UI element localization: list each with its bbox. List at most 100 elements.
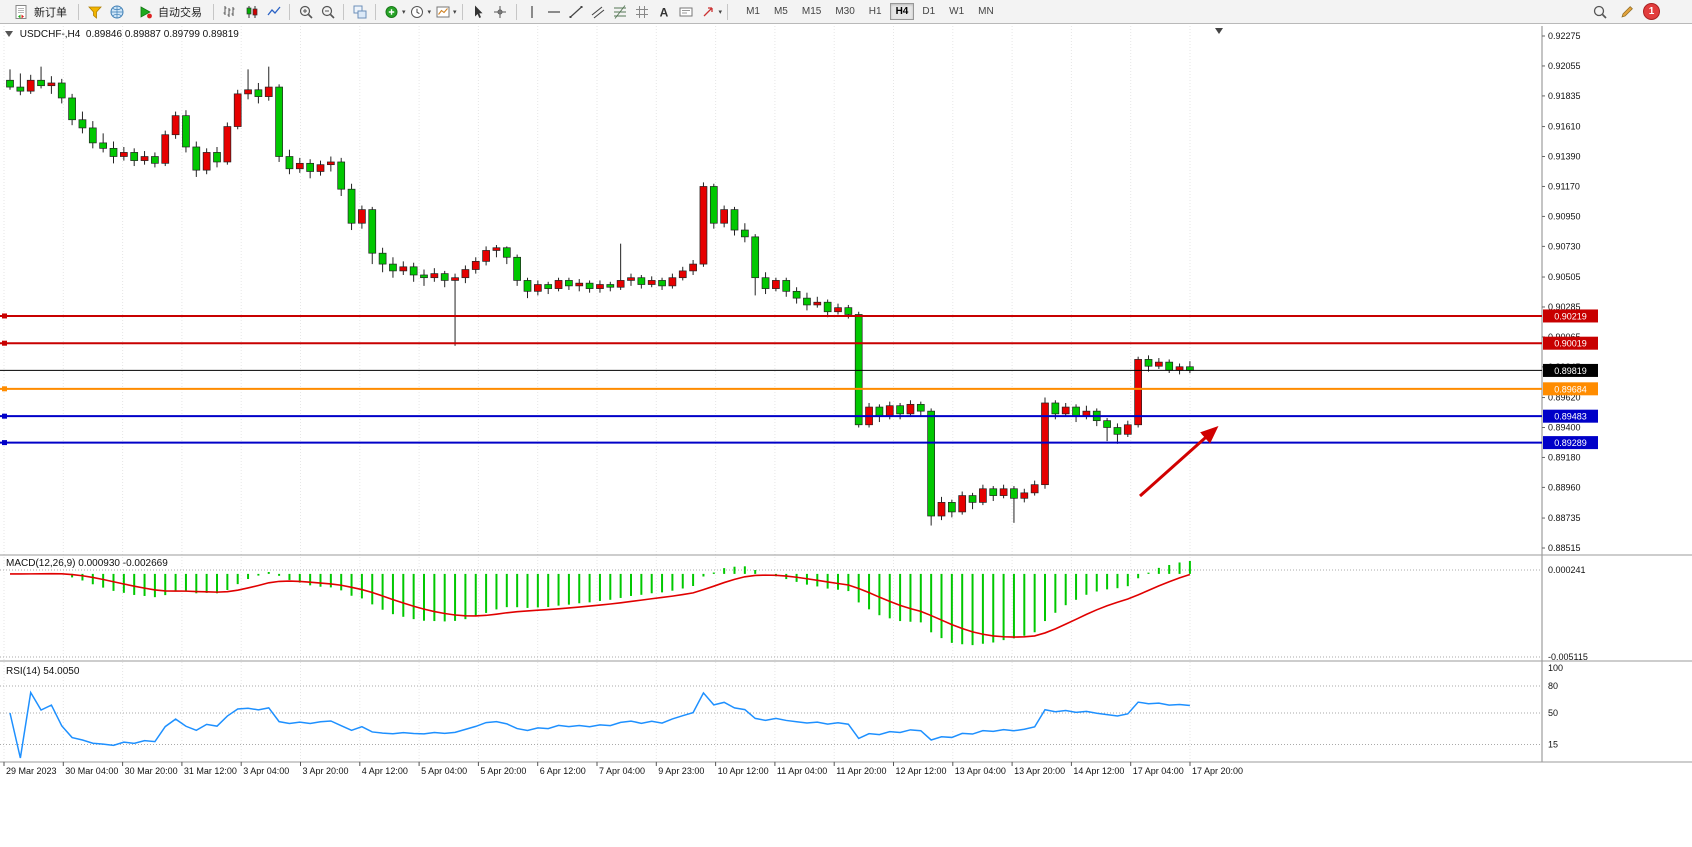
candle-bearish bbox=[37, 79, 45, 87]
chart-area[interactable]: 0.92275 0.92055 0.91835 0.91610 0.91390 0.911… bbox=[0, 24, 1692, 847]
new-order-button[interactable]: 新订单 bbox=[4, 1, 73, 23]
candle-bearish bbox=[823, 301, 832, 313]
indicators-caret-icon[interactable]: ▾ bbox=[402, 8, 406, 16]
candle-bullish bbox=[244, 89, 252, 95]
indicators-icon[interactable] bbox=[381, 1, 402, 22]
zoom-out-icon[interactable] bbox=[317, 1, 338, 22]
hline-handle[interactable] bbox=[2, 386, 7, 392]
hline-handle[interactable] bbox=[2, 340, 7, 346]
hline-handle[interactable] bbox=[2, 413, 7, 419]
edit-icon[interactable] bbox=[1616, 1, 1637, 22]
arrows-icon[interactable] bbox=[698, 1, 719, 22]
candle-bearish bbox=[896, 405, 904, 415]
label-icon[interactable] bbox=[676, 1, 697, 22]
candle-bearish bbox=[803, 297, 811, 306]
channel-icon[interactable] bbox=[588, 1, 609, 22]
candle-bearish bbox=[420, 274, 428, 279]
time-axis-label: 10 Apr 12:00 bbox=[718, 766, 769, 776]
candle-bearish bbox=[254, 89, 263, 97]
toolbar-separator bbox=[343, 3, 344, 20]
zoom-in-icon[interactable] bbox=[295, 1, 316, 22]
cursor-icon[interactable] bbox=[468, 1, 489, 22]
candle-bearish bbox=[378, 252, 387, 265]
candle-bearish bbox=[989, 488, 998, 496]
data-window-icon[interactable] bbox=[106, 1, 127, 22]
arrows-caret-icon[interactable]: ▾ bbox=[718, 8, 723, 16]
candle-bearish bbox=[347, 188, 356, 224]
candle-bearish bbox=[213, 152, 221, 163]
toolbar: 新订单 自动交易 bbox=[0, 0, 1692, 24]
time-axis-label: 17 Apr 20:00 bbox=[1192, 766, 1243, 776]
search-icon[interactable] bbox=[1589, 1, 1610, 22]
candle-bullish bbox=[1041, 402, 1049, 486]
candle-bullish bbox=[647, 280, 656, 285]
price-axis-label: 0.90730 bbox=[1548, 241, 1581, 251]
hline-handle[interactable] bbox=[2, 440, 7, 446]
templates-caret-icon[interactable]: ▾ bbox=[453, 8, 457, 16]
trend-arrow-annotation[interactable] bbox=[1139, 426, 1219, 498]
candle-bullish bbox=[358, 209, 366, 224]
candle-bearish bbox=[1051, 402, 1060, 415]
candle-bullish bbox=[999, 488, 1008, 496]
candle-bullish bbox=[316, 164, 325, 172]
price-axis-label: 0.92275 bbox=[1548, 31, 1581, 41]
toolbar-right-group: 1 bbox=[1589, 1, 1688, 22]
macd-signal-line bbox=[9, 572, 1191, 638]
rsi-line bbox=[9, 690, 1190, 759]
price-tag-label: 0.89289 bbox=[1554, 438, 1587, 448]
candle-bullish bbox=[119, 152, 128, 157]
candle-bullish bbox=[202, 152, 211, 171]
price-axis-label: 0.88515 bbox=[1548, 543, 1581, 553]
candle-bearish bbox=[502, 247, 511, 258]
horizontal-line-icon[interactable] bbox=[544, 1, 565, 22]
tile-windows-icon[interactable] bbox=[349, 1, 370, 22]
candle-bearish bbox=[1010, 488, 1018, 499]
toolbar-separator bbox=[289, 3, 290, 20]
time-axis-label: 12 Apr 12:00 bbox=[896, 766, 947, 776]
candle-bearish bbox=[275, 86, 283, 157]
timeframe-m15[interactable]: M15 bbox=[801, 6, 822, 17]
timeframe-h1[interactable]: H1 bbox=[868, 6, 882, 17]
timeframe-m30[interactable]: M30 bbox=[835, 6, 855, 17]
candle-bearish bbox=[109, 147, 118, 157]
candle-bearish bbox=[337, 161, 346, 190]
line-chart-icon[interactable] bbox=[263, 1, 284, 22]
time-axis-label: 3 Apr 04:00 bbox=[243, 766, 289, 776]
periods-caret-icon[interactable]: ▾ bbox=[427, 8, 432, 16]
candle-bearish bbox=[192, 146, 201, 171]
timeframe-group: M1 M5 M15 M30 H1 H4 D1 W1 MN bbox=[739, 3, 1001, 20]
timeframe-w1[interactable]: W1 bbox=[949, 6, 965, 17]
candle-bearish bbox=[927, 410, 936, 517]
fibonacci-icon[interactable] bbox=[610, 1, 631, 22]
candle-bullish bbox=[430, 273, 439, 279]
trendline-icon[interactable] bbox=[566, 1, 587, 22]
candle-bearish bbox=[751, 236, 760, 279]
timeframe-m5[interactable]: M5 bbox=[773, 6, 788, 17]
hline-handle[interactable] bbox=[2, 313, 7, 319]
chart-shift-marker[interactable] bbox=[1215, 28, 1223, 34]
candle-bearish bbox=[99, 142, 108, 149]
candle-bullish bbox=[979, 488, 987, 503]
rsi-axis-label: 80 bbox=[1548, 681, 1558, 691]
periods-icon[interactable] bbox=[407, 1, 428, 22]
candlestick-chart-icon[interactable] bbox=[241, 1, 262, 22]
time-axis-label: 31 Mar 12:00 bbox=[184, 766, 237, 776]
auto-trading-button[interactable]: 自动交易 bbox=[128, 1, 208, 23]
templates-icon[interactable] bbox=[432, 1, 453, 22]
crosshair-icon[interactable] bbox=[490, 1, 511, 22]
candle-bearish bbox=[844, 307, 853, 315]
text-icon[interactable]: A bbox=[654, 1, 675, 22]
price-axis-label: 0.90285 bbox=[1548, 302, 1581, 312]
bar-chart-icon[interactable] bbox=[219, 1, 240, 22]
price-axis-label: 0.89400 bbox=[1548, 422, 1581, 432]
notification-badge[interactable]: 1 bbox=[1643, 3, 1660, 20]
timeframe-m1[interactable]: M1 bbox=[746, 6, 760, 17]
timeframe-d1[interactable]: D1 bbox=[922, 6, 936, 17]
candle-bullish bbox=[834, 307, 842, 313]
market-watch-icon[interactable] bbox=[84, 1, 105, 22]
timeframe-mn[interactable]: MN bbox=[978, 6, 994, 17]
grid-icon[interactable] bbox=[632, 1, 653, 22]
candle-bearish bbox=[78, 119, 87, 129]
timeframe-h4[interactable]: H4 bbox=[889, 3, 915, 20]
vertical-line-icon[interactable] bbox=[522, 1, 543, 22]
